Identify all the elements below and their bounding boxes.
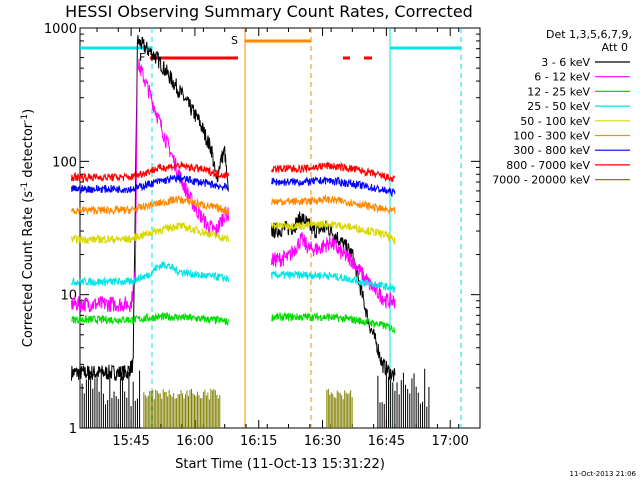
series-line-7 [71, 174, 229, 194]
plot-frame [79, 27, 481, 429]
series-line-2-b [271, 232, 396, 309]
y-tick-label: 100 [52, 155, 77, 170]
series-line-6-b [271, 193, 396, 215]
series-line-5 [71, 222, 229, 245]
series-line-5-b [271, 220, 396, 245]
x-tick-label: 16:15 [240, 434, 277, 449]
flare-marker-label: F [139, 51, 145, 64]
x-tick-label: 15:45 [112, 434, 149, 449]
y-tick-label: 1000 [44, 22, 77, 37]
legend-label-7: 300 - 800 keV [513, 144, 590, 157]
series-line-4-b [271, 270, 396, 293]
saa-marker-label: S [231, 34, 238, 47]
legend-label-4: 25 - 50 keV [527, 100, 590, 113]
y-axis-label: Corrected Count Rate (s-1 detector-1) [20, 109, 36, 347]
footer-timestamp: 11-Oct-2013 21:06 [570, 470, 637, 478]
series-line-8 [71, 160, 229, 184]
legend-header-line2: Att 0 [602, 41, 628, 54]
series-line-8-b [271, 161, 396, 183]
y-axis-label-sup2: -1 [20, 114, 30, 123]
legend-label-1: 3 - 6 keV [541, 56, 590, 69]
x-tick-label: 16:00 [176, 434, 213, 449]
x-tick-label: 16:30 [304, 434, 341, 449]
legend-label-5: 50 - 100 keV [520, 115, 590, 128]
legend-header-line1: Det 1,3,5,6,7,9, [546, 28, 632, 41]
chart-title: HESSI Observing Summary Count Rates, Cor… [65, 2, 473, 21]
y-axis-label-part3: ) [21, 109, 36, 114]
x-axis-label: Start Time (11-Oct-13 15:31:22) [175, 457, 385, 472]
series-line-7-b [271, 175, 396, 198]
series-line-4 [71, 260, 229, 287]
series-line-1 [71, 35, 229, 381]
x-tick-label: 16:45 [368, 434, 405, 449]
y-axis-label-sup1: -1 [20, 182, 30, 191]
y-axis-label-part2: detector [21, 122, 36, 182]
x-tick-label: 17:00 [431, 434, 468, 449]
legend-label-3: 12 - 25 keV [527, 85, 590, 98]
series-line-2 [71, 58, 229, 313]
y-axis-label-part1: Corrected Count Rate (s [21, 191, 36, 348]
legend-label-2: 6 - 12 keV [534, 71, 590, 84]
legend-label-8: 800 - 7000 keV [506, 159, 590, 172]
series-line-6 [71, 195, 229, 216]
y-tick-label: 1 [69, 422, 77, 437]
series-line-3-b [271, 311, 396, 334]
legend-label-6: 100 - 300 keV [513, 130, 590, 143]
legend-label-9: 7000 - 20000 keV [492, 174, 590, 187]
series-line-3 [71, 311, 229, 326]
